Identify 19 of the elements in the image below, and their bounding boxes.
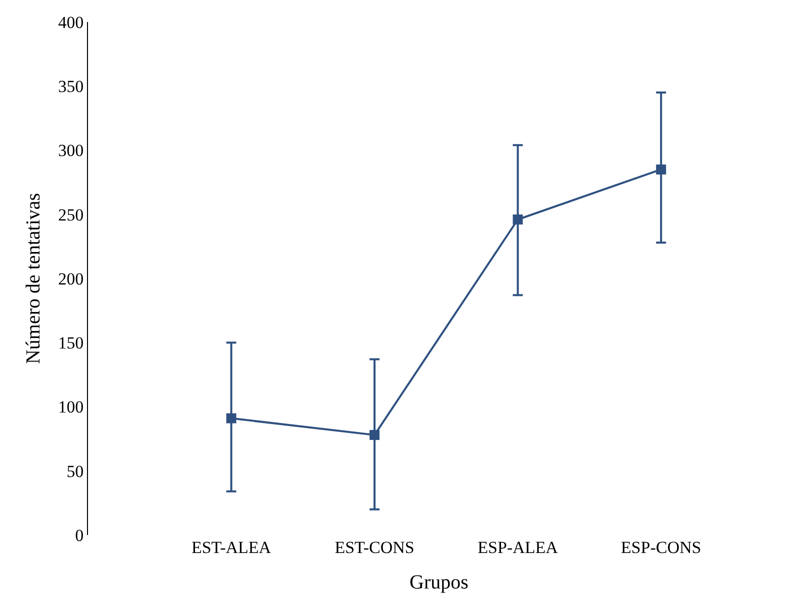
point bbox=[656, 164, 666, 174]
x-tick-label: ESP-ALEA bbox=[478, 538, 559, 557]
y-tick-label: 0 bbox=[75, 526, 84, 545]
y-tick-label: 150 bbox=[58, 334, 84, 353]
point bbox=[370, 430, 380, 440]
y-tick-label: 50 bbox=[66, 462, 84, 481]
y-tick-label: 300 bbox=[58, 141, 84, 160]
x-tick-label: ESP-CONS bbox=[620, 538, 702, 557]
y-tick-label: 250 bbox=[58, 205, 84, 224]
point bbox=[512, 214, 523, 225]
point bbox=[226, 413, 236, 424]
x-tick-label: EST-CONS bbox=[334, 538, 414, 557]
y-tick-label: 100 bbox=[58, 398, 84, 417]
x-tick-label: EST-ALEA bbox=[191, 538, 272, 557]
y-tick-label: 400 bbox=[58, 12, 84, 32]
y-tick-label: 350 bbox=[58, 77, 84, 96]
x-axis-title: Grupos bbox=[410, 572, 469, 594]
y-axis-title: Número de tentativas bbox=[22, 192, 45, 364]
y-tick-label: 200 bbox=[58, 269, 84, 288]
